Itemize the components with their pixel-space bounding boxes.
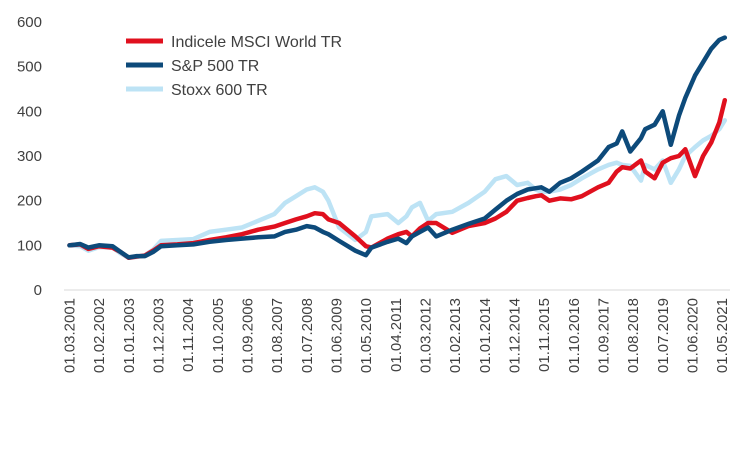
legend-label: Stoxx 600 TR xyxy=(171,82,268,99)
x-tick-label: 01.11.2004 xyxy=(180,298,197,372)
y-tick-label: 300 xyxy=(17,148,42,165)
x-tick-label: 01.01.2003 xyxy=(121,298,138,373)
legend: Indicele MSCI World TR S&P 500 TR Stoxx 60… xyxy=(126,34,342,99)
x-tick-label: 01.08.2007 xyxy=(269,298,286,373)
x-tick-label: 01.08.2018 xyxy=(625,298,642,373)
x-tick-label: 01.02.2013 xyxy=(447,298,464,373)
y-tick-label: 600 xyxy=(17,14,42,31)
x-tick-label: 01.02.2002 xyxy=(91,298,108,373)
y-tick-label: 100 xyxy=(17,237,42,254)
x-tick-label: 01.06.2009 xyxy=(328,298,345,373)
x-tick-label: 01.06.2020 xyxy=(684,298,701,373)
x-tick-label: 01.10.2005 xyxy=(210,298,227,373)
x-tick-label: 01.05.2021 xyxy=(714,298,731,373)
y-tick-label: 200 xyxy=(17,193,42,210)
y-axis-ticks: 0 100 200 300 400 500 600 xyxy=(17,14,42,299)
x-tick-label: 01.07.2019 xyxy=(655,298,672,373)
x-tick-label: 01.12.2003 xyxy=(150,298,167,373)
legend-label: S&P 500 TR xyxy=(171,58,259,75)
x-tick-label: 01.10.2016 xyxy=(566,298,583,373)
series-line-1 xyxy=(67,35,728,260)
x-tick-label: 01.12.2014 xyxy=(506,298,523,373)
x-tick-label: 01.11.2015 xyxy=(536,298,553,372)
x-tick-label: 01.05.2010 xyxy=(358,298,375,373)
series-lines xyxy=(67,35,728,261)
x-tick-label: 01.03.2001 xyxy=(62,298,79,373)
legend-label: Indicele MSCI World TR xyxy=(171,34,342,51)
x-tick-label: 01.09.2006 xyxy=(239,298,256,373)
y-tick-label: 500 xyxy=(17,59,42,76)
x-tick-label: 01.09.2017 xyxy=(595,298,612,373)
y-tick-label: 400 xyxy=(17,103,42,120)
series-line-0 xyxy=(67,97,728,261)
series-line-2 xyxy=(67,118,728,261)
x-tick-label: 01.07.2008 xyxy=(299,298,316,373)
x-tick-label: 01.01.2014 xyxy=(477,298,494,373)
x-tick-label: 01.04.2011 xyxy=(388,298,405,372)
x-tick-label: 01.03.2012 xyxy=(417,298,434,373)
x-axis-ticks: 01.03.2001 01.02.2002 01.01.2003 01.12.2003… xyxy=(62,298,732,373)
y-tick-label: 0 xyxy=(34,282,42,299)
